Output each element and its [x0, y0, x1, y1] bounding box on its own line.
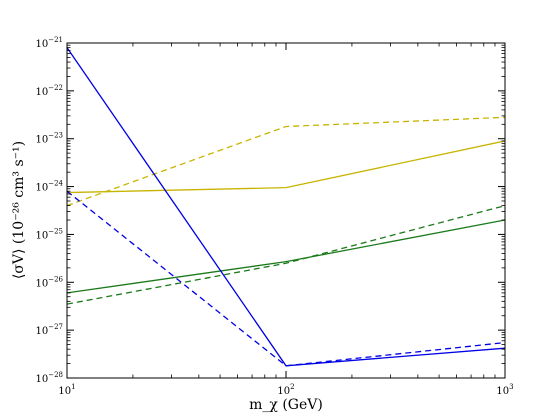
- series-layer: [67, 47, 505, 367]
- y-tick-label-2: 10−27: [35, 323, 63, 337]
- y-tick-label-6: 10−23: [35, 132, 63, 146]
- y-axis-label: ⟨σV⟩ (10⁻²⁶ cm³ s⁻¹): [11, 141, 27, 279]
- x-axis-label: m_χ (GeV): [249, 397, 323, 413]
- y-tick-label-8: 10−21: [35, 36, 63, 50]
- x-tick-label-2: 102: [277, 383, 294, 397]
- series-line-6: [67, 190, 505, 367]
- y-tick-label-5: 10−24: [35, 180, 63, 194]
- x-tick-label-3: 103: [496, 383, 513, 397]
- series-line-2: [67, 116, 505, 207]
- y-tick-label-7: 10−22: [35, 84, 63, 98]
- series-line-1: [67, 140, 505, 194]
- x-tick-label-1: 101: [58, 383, 75, 397]
- tick-layer: 101 102 103 10−28 10−27 10−26 10−25 10−24 10−23 1…: [35, 36, 513, 397]
- plot-frame: [66, 42, 506, 379]
- y-tick-label-3: 10−26: [35, 275, 63, 289]
- series-line-3: [67, 219, 505, 294]
- y-tick-label-4: 10−25: [35, 227, 63, 241]
- plot-area: [67, 43, 505, 378]
- series-line-4: [67, 204, 505, 305]
- y-tick-label-1: 10−28: [35, 371, 63, 385]
